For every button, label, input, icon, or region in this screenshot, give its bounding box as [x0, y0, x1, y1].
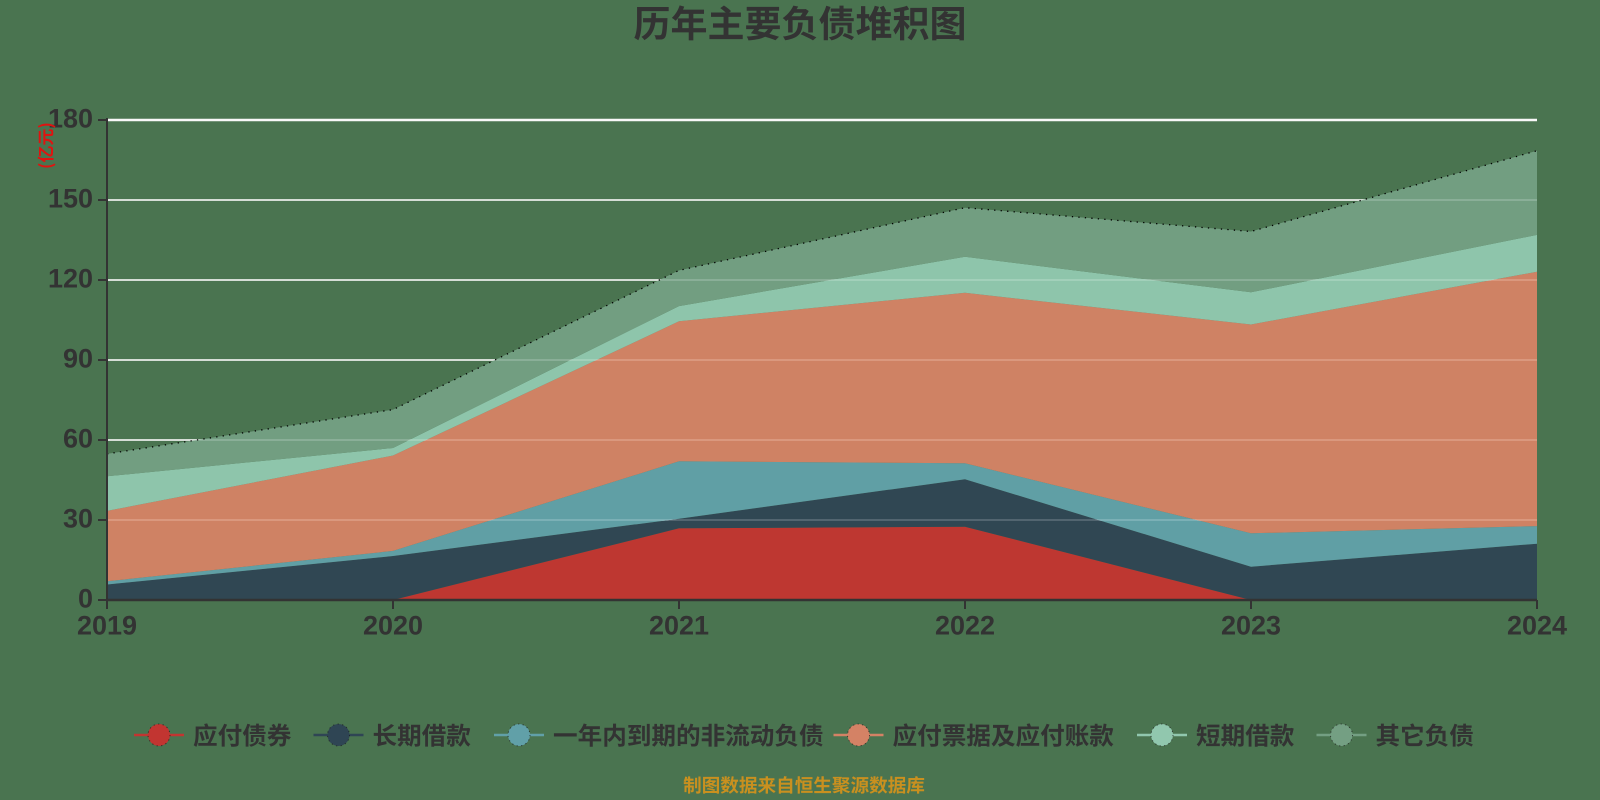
svg-text:2022: 2022	[935, 611, 995, 641]
svg-text:60: 60	[63, 424, 93, 454]
svg-text:30: 30	[63, 504, 93, 534]
svg-text:180: 180	[48, 104, 93, 134]
svg-text:120: 120	[48, 264, 93, 294]
svg-text:2023: 2023	[1221, 611, 1281, 641]
svg-text:2021: 2021	[649, 611, 709, 641]
svg-text:90: 90	[63, 344, 93, 374]
svg-text:2024: 2024	[1507, 611, 1567, 641]
svg-text:2020: 2020	[363, 611, 423, 641]
svg-text:2019: 2019	[77, 611, 137, 641]
svg-text:0: 0	[78, 584, 93, 614]
svg-text:150: 150	[48, 184, 93, 214]
